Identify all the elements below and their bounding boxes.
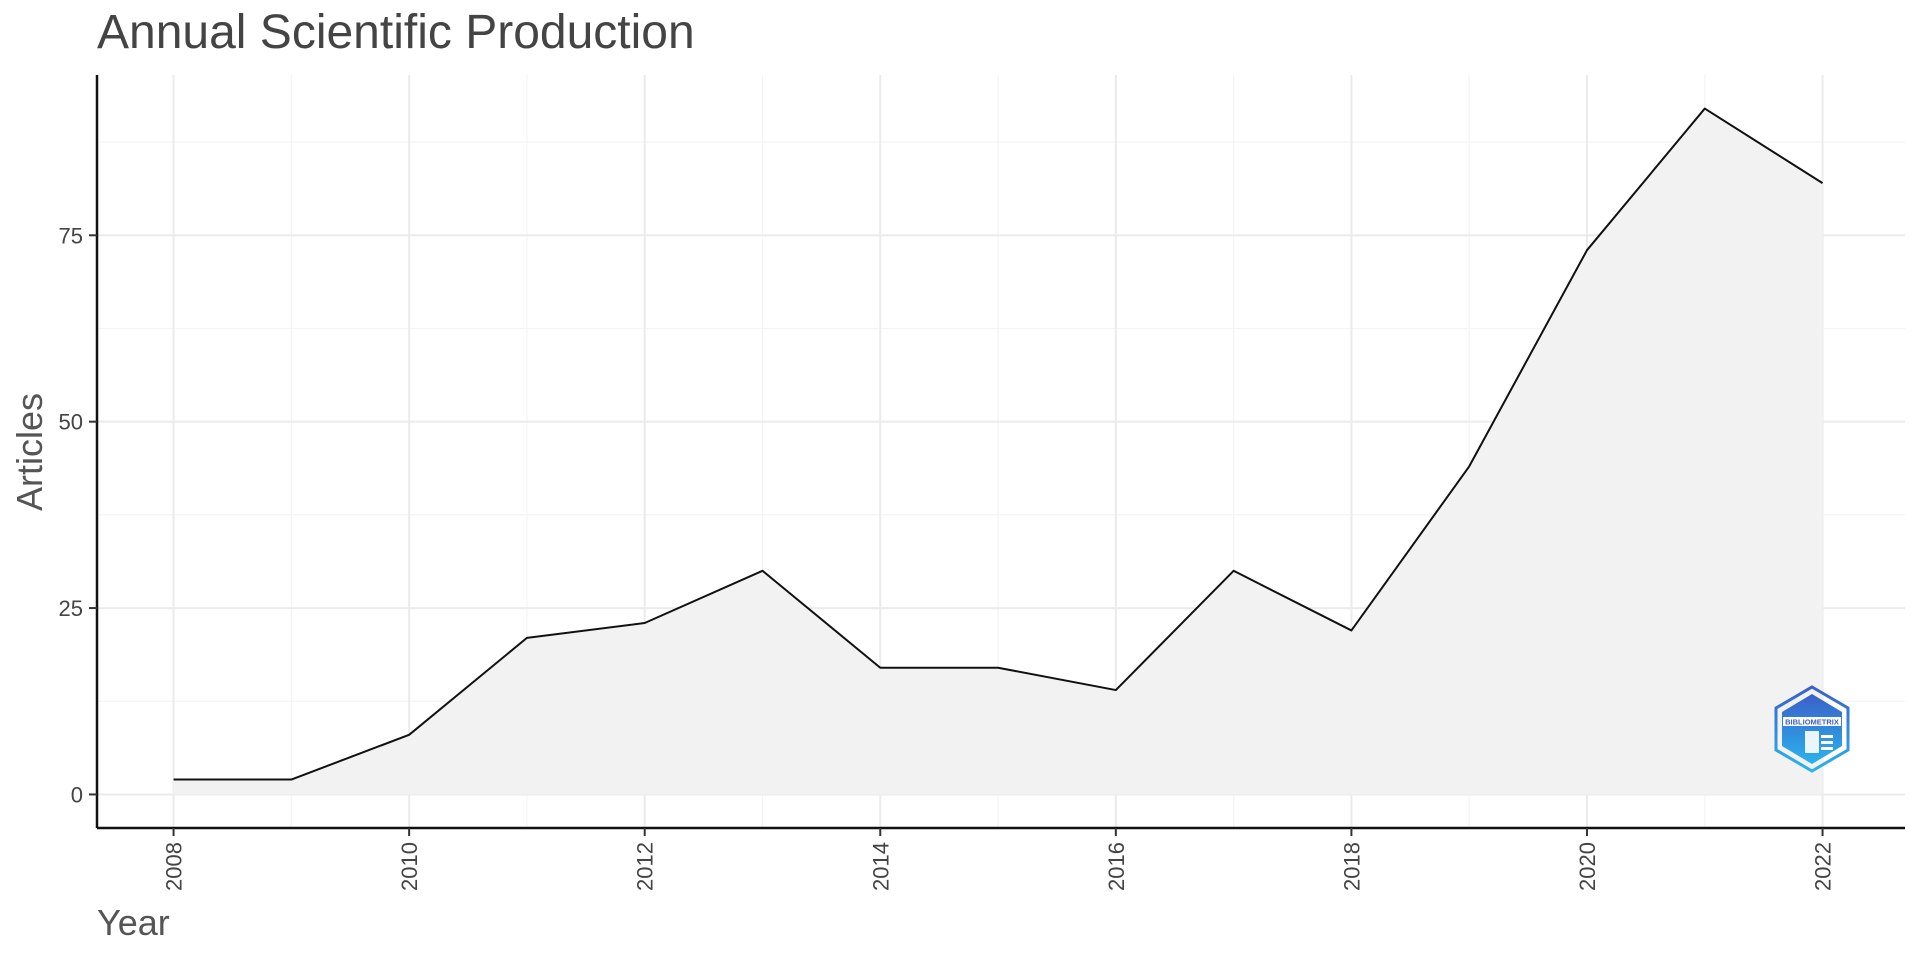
y-tick-label-25: 25 xyxy=(59,596,83,621)
data-point-2009 xyxy=(288,777,294,783)
data-point-2016 xyxy=(1113,687,1119,693)
y-tick-label-75: 75 xyxy=(59,223,83,248)
data-point-2021 xyxy=(1702,106,1708,112)
data-point-2010 xyxy=(406,732,412,738)
data-point-2008 xyxy=(171,777,177,783)
y-tick-label-50: 50 xyxy=(59,410,83,435)
x-tick-label-2012: 2012 xyxy=(633,842,658,891)
y-axis-title: Articles xyxy=(9,393,50,511)
x-tick-label-2022: 2022 xyxy=(1811,842,1836,891)
axes xyxy=(89,75,1905,836)
x-axis-title: Year xyxy=(97,902,170,943)
x-tick-label-2020: 2020 xyxy=(1575,842,1600,891)
x-tick-label-2008: 2008 xyxy=(162,842,187,891)
y-tick-label-0: 0 xyxy=(71,782,83,807)
x-tick-label-2016: 2016 xyxy=(1104,842,1129,891)
data-point-2011 xyxy=(524,635,530,641)
data-point-2015 xyxy=(995,665,1001,671)
data-point-2019 xyxy=(1466,463,1472,469)
data-point-2022 xyxy=(1820,180,1826,186)
x-tick-label-2018: 2018 xyxy=(1339,842,1364,891)
series-area xyxy=(173,108,1823,795)
x-tick-label-2010: 2010 xyxy=(397,842,422,891)
data-point-2020 xyxy=(1584,247,1590,253)
bibliometrix-logo-icon: BIBLIOMETRIX xyxy=(1774,685,1850,773)
data-point-2018 xyxy=(1348,627,1354,633)
data-point-2014 xyxy=(877,665,883,671)
data-point-2012 xyxy=(642,620,648,626)
series-line xyxy=(173,107,1824,781)
x-tick-label-2014: 2014 xyxy=(868,842,893,891)
data-point-2017 xyxy=(1231,568,1237,574)
watermark-text: BIBLIOMETRIX xyxy=(1785,718,1839,727)
data-point-2013 xyxy=(759,568,765,574)
chart-title: Annual Scientific Production xyxy=(97,6,695,59)
tick-labels: 0 25 50 75 2008 2010 2012 2014 2016 2018 2020 2022 xyxy=(59,223,1836,891)
